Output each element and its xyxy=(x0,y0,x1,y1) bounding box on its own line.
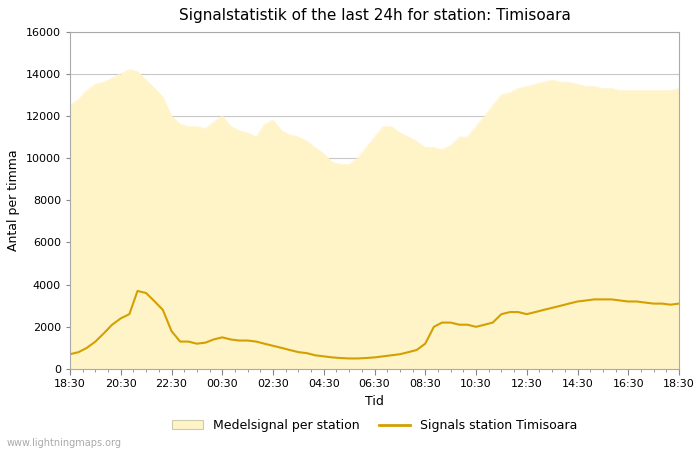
Legend: Medelsignal per station, Signals station Timisoara: Medelsignal per station, Signals station… xyxy=(167,414,582,437)
Text: www.lightningmaps.org: www.lightningmaps.org xyxy=(7,438,122,448)
Title: Signalstatistik of the last 24h for station: Timisoara: Signalstatistik of the last 24h for stat… xyxy=(178,9,570,23)
X-axis label: Tid: Tid xyxy=(365,395,384,408)
Y-axis label: Antal per timma: Antal per timma xyxy=(7,149,20,251)
